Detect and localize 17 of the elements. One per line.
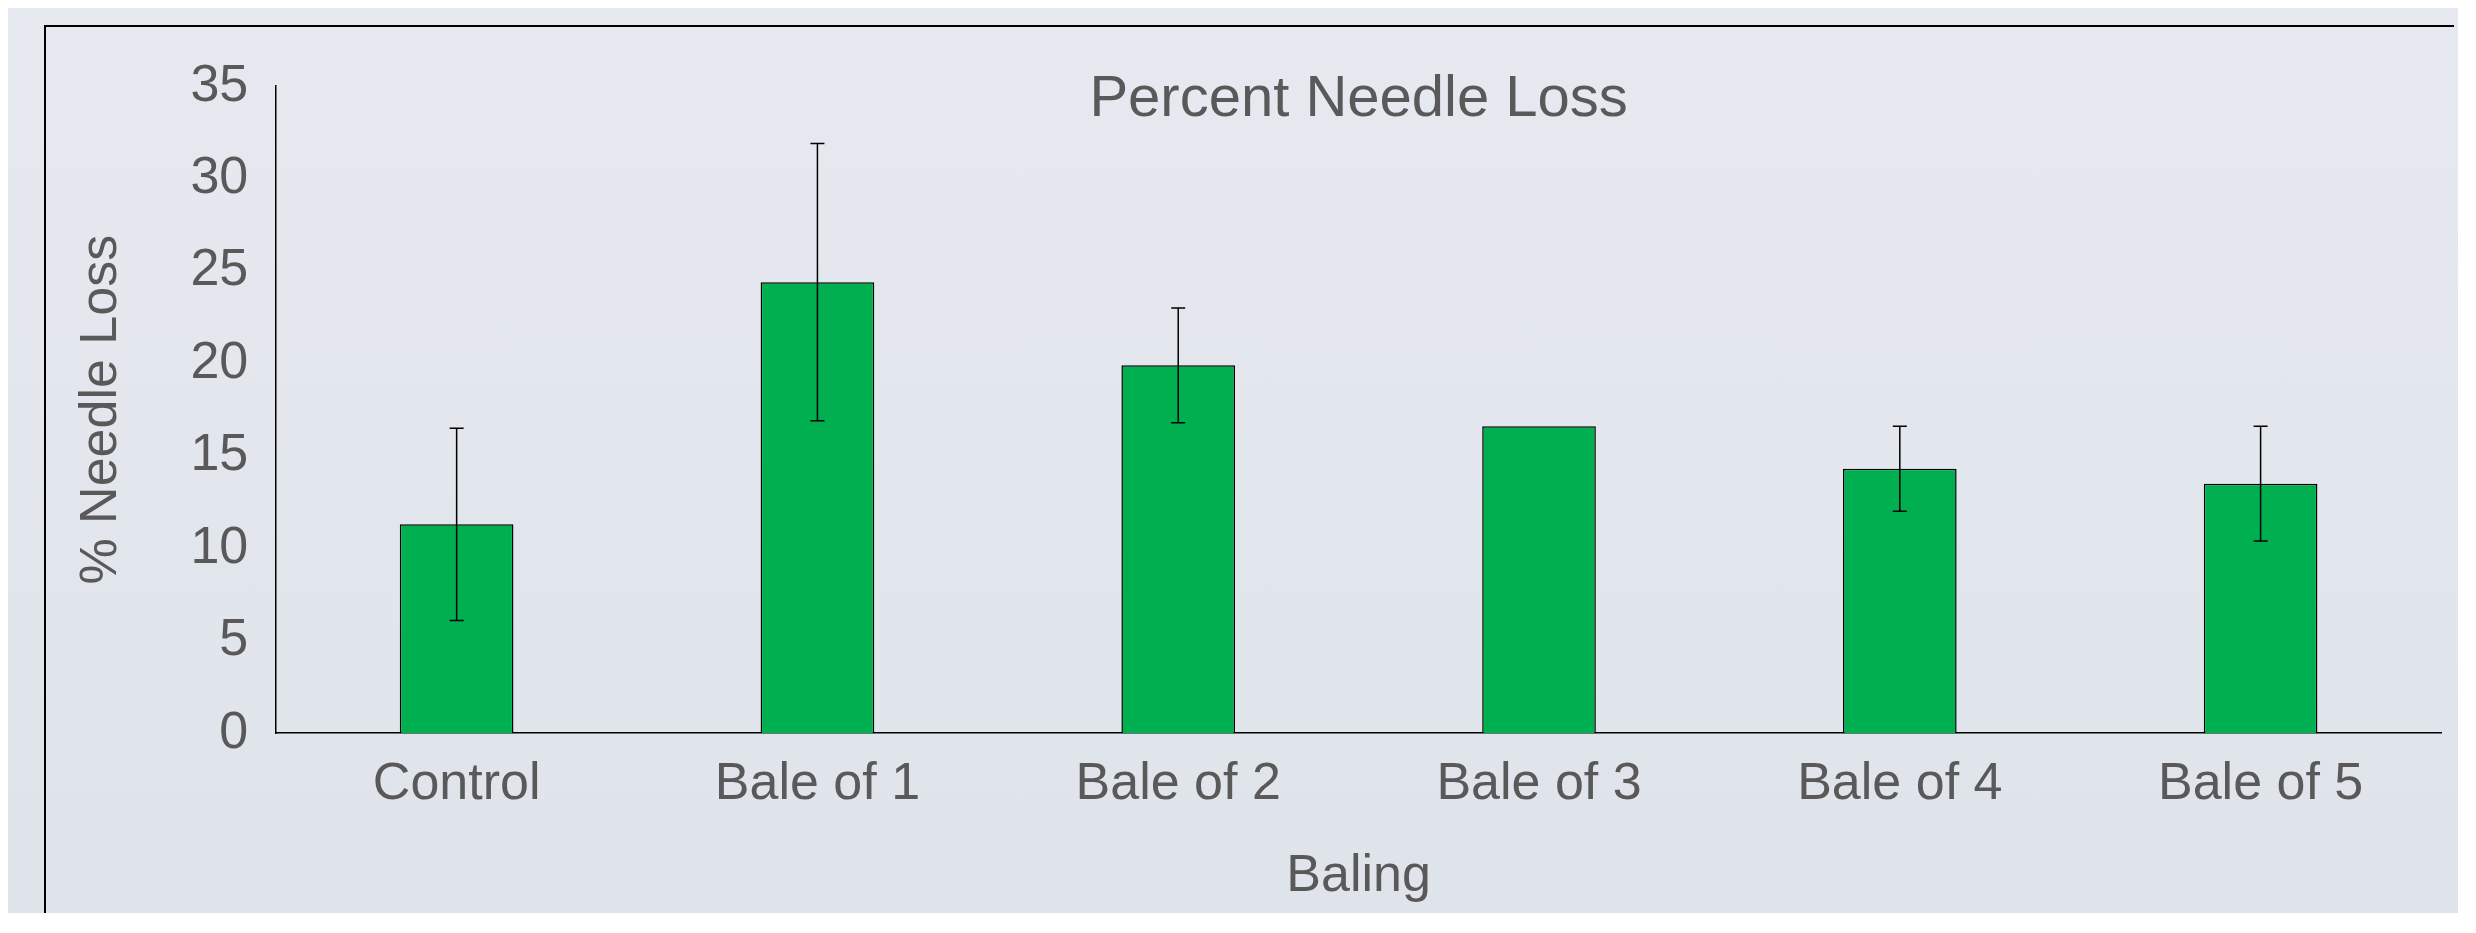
y-tick-label: 20 [190, 330, 249, 389]
x-tick-label: Bale of 2 [1075, 751, 1281, 810]
y-tick-label: 25 [190, 238, 249, 297]
y-tick-label: 10 [190, 515, 249, 574]
x-tick-label: Bale of 5 [2157, 751, 2364, 810]
y-tick-label: 15 [190, 423, 249, 482]
x-tick-label: Control [372, 751, 541, 810]
y-tick-label: 0 [219, 700, 249, 759]
y-tick-label: 5 [219, 608, 249, 667]
y-tick-label: 35 [190, 53, 249, 112]
x-tick-label: Bale of 1 [714, 751, 921, 810]
y-tick-label: 30 [190, 145, 249, 204]
x-tick-label: Bale of 4 [1797, 751, 2003, 810]
y-axis-title: % Needle Loss [68, 234, 127, 585]
chart-title: Percent Needle Loss [1089, 63, 1628, 129]
x-tick-label: Bale of 3 [1436, 751, 1642, 810]
x-axis-title: Baling [1286, 844, 1431, 903]
